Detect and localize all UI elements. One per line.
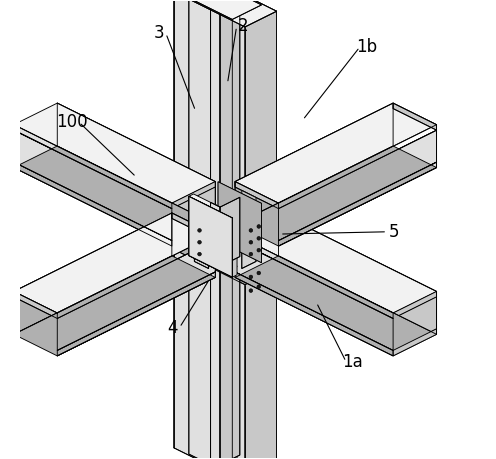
Polygon shape [232,216,237,277]
Polygon shape [245,269,277,459]
Polygon shape [211,4,220,207]
Circle shape [198,241,201,244]
Polygon shape [172,187,215,241]
Circle shape [257,224,260,228]
Polygon shape [393,329,436,356]
Polygon shape [14,256,215,356]
Text: 3: 3 [154,24,164,42]
Polygon shape [14,146,215,246]
Polygon shape [242,190,256,245]
Polygon shape [174,0,277,27]
Polygon shape [225,236,237,273]
Polygon shape [174,234,205,448]
Polygon shape [218,182,261,263]
Polygon shape [393,103,436,130]
Circle shape [249,289,252,292]
Polygon shape [189,0,232,218]
Polygon shape [57,240,215,350]
Polygon shape [14,213,215,313]
Polygon shape [172,219,215,246]
Polygon shape [393,297,436,350]
Polygon shape [172,213,215,240]
Polygon shape [174,0,245,225]
Polygon shape [189,196,232,277]
Polygon shape [220,0,240,207]
Circle shape [198,252,201,256]
Polygon shape [14,162,172,246]
Polygon shape [242,214,256,269]
Text: 1b: 1b [356,38,377,56]
Polygon shape [172,182,215,209]
Polygon shape [235,235,393,319]
Polygon shape [205,234,277,459]
Circle shape [249,229,252,232]
Polygon shape [279,213,436,334]
Polygon shape [235,146,436,246]
Polygon shape [279,130,436,241]
Polygon shape [189,0,237,19]
Polygon shape [279,162,436,246]
Polygon shape [14,130,172,241]
Polygon shape [205,0,277,210]
Polygon shape [194,214,209,269]
Polygon shape [220,257,240,459]
Text: 5: 5 [389,223,399,241]
Text: 100: 100 [57,113,88,131]
Polygon shape [232,275,237,459]
Polygon shape [218,182,261,263]
Circle shape [257,271,260,275]
Polygon shape [205,226,225,273]
Polygon shape [393,291,436,319]
Polygon shape [189,196,232,277]
Circle shape [249,275,252,279]
Polygon shape [189,256,232,459]
Polygon shape [235,272,393,356]
Polygon shape [218,0,261,203]
Polygon shape [235,240,393,350]
Circle shape [257,236,260,240]
Polygon shape [174,249,245,459]
Polygon shape [235,103,393,224]
Polygon shape [14,103,215,203]
Polygon shape [57,103,215,224]
Circle shape [257,285,260,289]
Polygon shape [235,103,436,203]
Polygon shape [235,256,436,356]
Text: 2: 2 [238,17,249,35]
Text: 1a: 1a [343,353,363,371]
Text: 4: 4 [168,319,178,336]
Polygon shape [14,213,172,334]
Polygon shape [14,291,57,319]
Circle shape [249,241,252,244]
Polygon shape [57,272,215,356]
Polygon shape [235,182,279,209]
Polygon shape [235,213,436,313]
Polygon shape [245,11,277,225]
Polygon shape [232,17,237,218]
Polygon shape [189,194,237,218]
Polygon shape [189,253,237,277]
Polygon shape [220,197,240,266]
Polygon shape [189,0,261,19]
Polygon shape [174,0,205,190]
Polygon shape [211,202,220,266]
Polygon shape [211,262,220,459]
Circle shape [249,252,252,256]
Circle shape [257,248,260,252]
Polygon shape [14,125,172,209]
Circle shape [198,229,201,232]
Polygon shape [218,241,261,459]
